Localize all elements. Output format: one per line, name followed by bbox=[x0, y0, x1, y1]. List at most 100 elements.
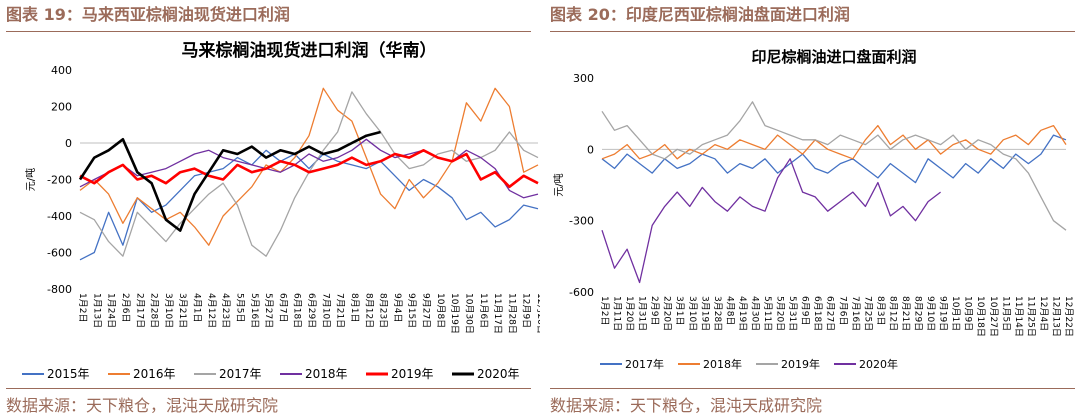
x-tick-label-7: 3月10日 bbox=[687, 296, 698, 331]
series-line-3 bbox=[79, 138, 539, 199]
x-tick-label-12: 5月16日 bbox=[249, 293, 260, 328]
x-tick-label-33: 11月14日 bbox=[1013, 296, 1024, 337]
x-tick-label-13: 5月11日 bbox=[762, 296, 773, 331]
y-tick-label-6: -800 bbox=[47, 283, 72, 296]
legend-label-1: 2016年 bbox=[133, 367, 176, 381]
left-source-note: 数据来源：天下粮仓，混沌天成研究院 bbox=[6, 396, 279, 415]
x-tick-label-25: 8月29日 bbox=[913, 296, 924, 331]
x-tick-label-16: 6月9日 bbox=[800, 296, 811, 325]
x-tick-label-27: 9月19日 bbox=[938, 296, 949, 331]
x-tick-label-26: 10月19日 bbox=[449, 293, 460, 334]
series-line-4 bbox=[79, 149, 539, 189]
x-tick-label-0: 1月2日 bbox=[599, 296, 610, 325]
x-tick-label-26: 9月10日 bbox=[925, 296, 936, 331]
x-tick-label-23: 9月15日 bbox=[406, 293, 417, 328]
chart-title: 印尼棕榈油进口盘面利润 bbox=[751, 48, 916, 66]
x-tick-label-4: 2月17日 bbox=[134, 293, 145, 328]
x-tick-label-24: 8月21日 bbox=[900, 296, 911, 331]
x-tick-label-9: 3月28日 bbox=[712, 296, 723, 331]
x-tick-label-34: 11月25日 bbox=[1025, 296, 1036, 337]
x-tick-label-24: 9月27日 bbox=[421, 293, 432, 328]
left-footer-rule bbox=[6, 388, 531, 389]
x-tick-label-8: 4月1日 bbox=[192, 293, 203, 322]
y-tick-label-1: 200 bbox=[51, 101, 72, 114]
x-tick-label-10: 4月23日 bbox=[220, 293, 231, 328]
x-tick-label-31: 12月9日 bbox=[521, 293, 532, 328]
legend-label-0: 2017年 bbox=[625, 357, 664, 371]
x-tick-label-1: 1月11日 bbox=[612, 296, 623, 331]
legend-label-4: 2019年 bbox=[391, 367, 434, 381]
x-tick-label-5: 2月28日 bbox=[149, 293, 160, 328]
y-tick-label-0: 300 bbox=[573, 72, 594, 85]
series-line-2 bbox=[79, 91, 539, 257]
x-tick-label-0: 1月2日 bbox=[77, 293, 88, 322]
series-line-1 bbox=[601, 124, 1067, 160]
series-line-5 bbox=[78, 130, 381, 232]
x-tick-label-20: 8月12日 bbox=[363, 293, 374, 328]
legend-label-0: 2015年 bbox=[47, 367, 90, 381]
y-tick-label-4: -400 bbox=[47, 210, 72, 223]
x-tick-label-30: 11月28日 bbox=[506, 293, 517, 334]
legend-label-3: 2020年 bbox=[859, 357, 898, 371]
y-tick-label-0: 400 bbox=[51, 64, 72, 77]
x-tick-label-16: 6月29日 bbox=[306, 293, 317, 328]
x-tick-label-29: 11月17日 bbox=[492, 293, 503, 334]
x-tick-label-18: 6月27日 bbox=[825, 296, 836, 331]
x-tick-label-19: 8月1日 bbox=[349, 293, 360, 322]
x-tick-label-23: 8月12日 bbox=[887, 296, 898, 331]
right-source-note: 数据来源：天下粮仓，混沌天成研究院 bbox=[550, 396, 823, 415]
x-tick-label-37: 12月22日 bbox=[1063, 296, 1074, 337]
x-tick-label-13: 5月27日 bbox=[263, 293, 274, 328]
x-tick-label-8: 3月19日 bbox=[699, 296, 710, 331]
legend-label-2: 2017年 bbox=[219, 367, 262, 381]
x-tick-label-31: 10月27日 bbox=[988, 296, 999, 337]
series-line-0 bbox=[601, 134, 1067, 184]
x-tick-label-9: 4月12日 bbox=[206, 293, 217, 328]
left-header-rule bbox=[6, 31, 531, 32]
x-tick-label-20: 7月16日 bbox=[850, 296, 861, 331]
x-tick-label-21: 7月25日 bbox=[862, 296, 873, 331]
x-tick-label-6: 3月1日 bbox=[674, 296, 685, 325]
x-tick-label-1: 1月13日 bbox=[91, 293, 102, 328]
x-tick-label-10: 4月8日 bbox=[724, 296, 735, 325]
x-tick-label-2: 1月20日 bbox=[624, 296, 635, 331]
x-tick-label-30: 10月18日 bbox=[975, 296, 986, 337]
x-tick-label-2: 1月24日 bbox=[106, 293, 117, 328]
y-axis-label: 元/吨 bbox=[552, 173, 565, 196]
right-header-rule bbox=[550, 31, 1075, 32]
series-line-3 bbox=[601, 158, 941, 284]
chart-title: 马来棕榈油现货进口利润（华南） bbox=[182, 40, 437, 61]
x-tick-label-21: 8月23日 bbox=[378, 293, 389, 328]
x-tick-label-17: 6月18日 bbox=[812, 296, 823, 331]
x-tick-label-29: 10月9日 bbox=[963, 296, 974, 331]
series-line-1 bbox=[79, 87, 539, 246]
y-tick-label-1: 0 bbox=[587, 143, 594, 156]
x-tick-label-28: 11月6日 bbox=[478, 293, 489, 328]
y-tick-label-3: -600 bbox=[569, 286, 594, 299]
series-line-2 bbox=[601, 101, 1067, 231]
right-footer-rule bbox=[550, 388, 1075, 389]
x-tick-label-11: 5月5日 bbox=[234, 293, 245, 322]
x-tick-label-32: 11月5日 bbox=[1000, 296, 1011, 331]
x-tick-label-35: 12月4日 bbox=[1038, 296, 1049, 331]
x-tick-label-15: 6月18日 bbox=[292, 293, 303, 328]
y-tick-label-2: -300 bbox=[569, 215, 594, 228]
x-tick-label-36: 12月13日 bbox=[1050, 296, 1061, 337]
x-tick-label-3: 1月31日 bbox=[637, 296, 648, 331]
left-panel-header: 图表 19：马来西亚棕榈油现货进口利润 bbox=[6, 5, 290, 24]
left-chart: 马来棕榈油现货进口利润（华南） 元/吨 400 200 0 -200 -400 -600 -80… bbox=[22, 40, 540, 381]
y-tick-label-3: -200 bbox=[47, 174, 72, 187]
x-tick-label-14: 6月7日 bbox=[277, 293, 288, 322]
y-tick-label-2: 0 bbox=[65, 137, 72, 150]
legend-label-1: 2018年 bbox=[703, 357, 742, 371]
x-tick-label-11: 4月19日 bbox=[737, 296, 748, 331]
x-tick-label-22: 9月4日 bbox=[392, 293, 403, 322]
x-tick-label-22: 8月3日 bbox=[875, 296, 886, 325]
x-tick-label-32: 12月20日 bbox=[535, 293, 540, 334]
x-tick-label-4: 2月9日 bbox=[649, 296, 660, 325]
x-tick-label-18: 7月21日 bbox=[335, 293, 346, 328]
legend-label-3: 2018年 bbox=[305, 367, 348, 381]
y-axis-label: 元/吨 bbox=[24, 168, 37, 191]
x-tick-label-28: 10月1日 bbox=[950, 296, 961, 331]
